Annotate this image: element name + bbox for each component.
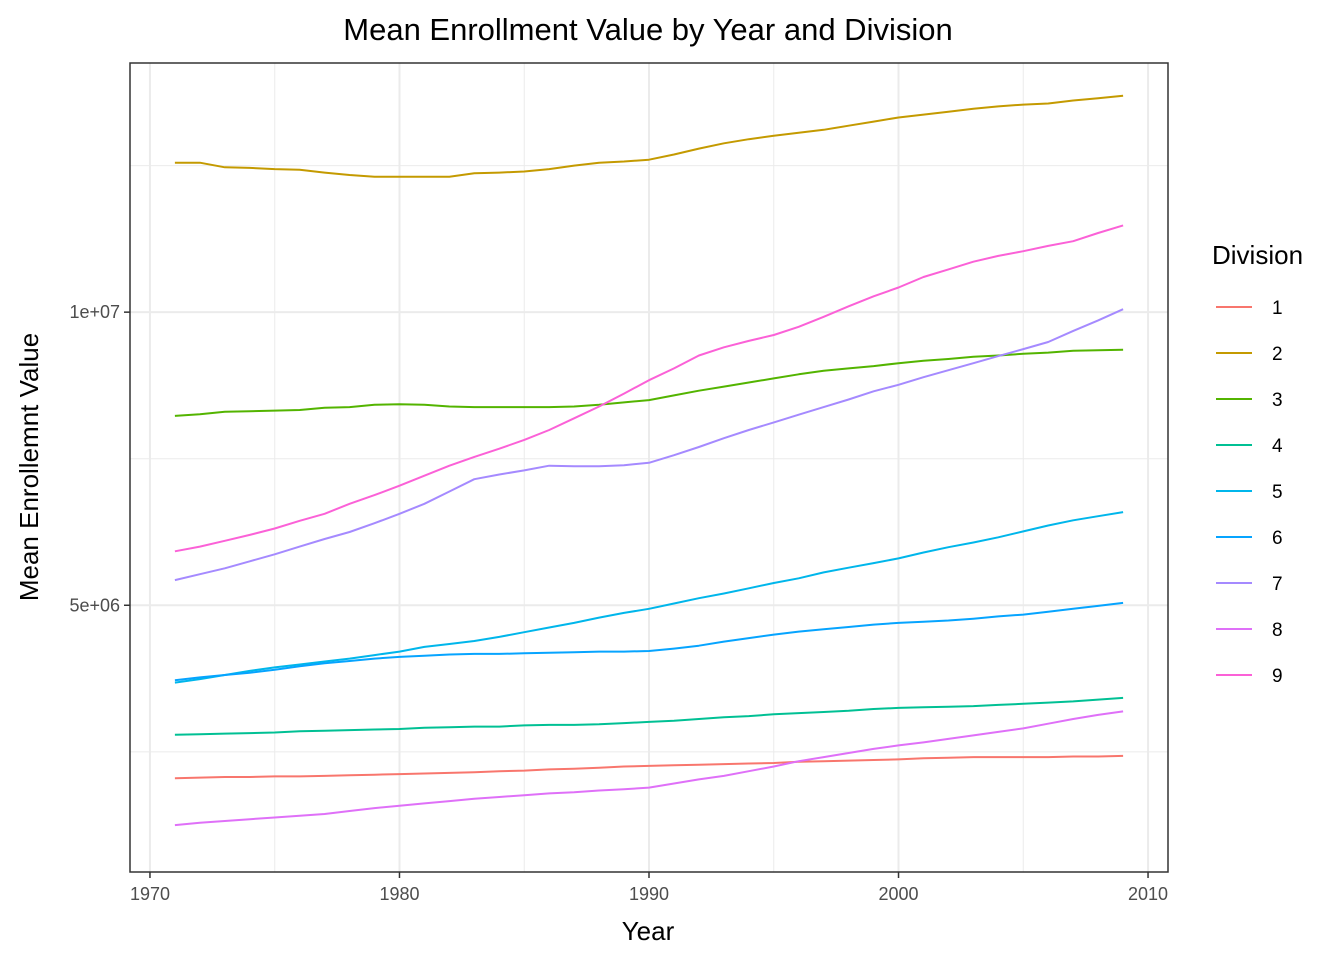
legend-label: 9 [1272,666,1283,687]
legend-item-division-8: 8 [1216,620,1283,641]
chart-title: Mean Enrollment Value by Year and Divisi… [343,12,952,47]
legend-item-division-5: 5 [1216,482,1283,503]
x-axis: 1970 1980 1990 2000 2010 [130,872,1168,904]
x-tick-label: 1980 [379,884,419,904]
legend-title: Division [1212,240,1303,270]
x-axis-title: Year [622,916,675,946]
legend-item-division-1: 1 [1216,298,1283,319]
x-tick-label: 1990 [629,884,669,904]
series-line-division-8 [174,710,1124,827]
x-tick-label: 2010 [1128,884,1168,904]
series-line-division-2 [174,94,1124,178]
x-tick-label: 2000 [878,884,918,904]
legend-item-division-3: 3 [1216,390,1283,411]
legend-label: 5 [1272,482,1283,503]
series-lines [174,94,1124,827]
legend-items: 1 2 3 4 5 6 7 8 9 [1216,298,1283,687]
series-line-division-6 [174,601,1124,682]
legend-label: 1 [1272,298,1283,319]
series-line-division-5 [174,511,1124,684]
y-axis: 5e+06 1e+07 [69,302,130,615]
major-gridlines [130,63,1168,872]
legend-item-division-4: 4 [1216,436,1283,457]
legend-label: 4 [1272,436,1283,457]
series-line-division-1 [174,754,1124,780]
legend-label: 3 [1272,390,1283,411]
y-axis-title: Mean Enrollemnt Value [14,333,44,601]
series-line-division-3 [174,348,1124,417]
legend-label: 2 [1272,344,1283,365]
legend-item-division-6: 6 [1216,528,1283,549]
y-tick-label: 5e+06 [69,595,120,615]
legend-label: 7 [1272,574,1283,595]
series-line-division-4 [174,696,1124,736]
plot-panel [129,62,1169,873]
y-tick-label: 1e+07 [69,302,120,322]
series-line-division-9 [174,224,1124,553]
legend-item-division-7: 7 [1216,574,1283,595]
legend: Division 1 2 3 4 5 6 7 8 9 [1212,240,1303,687]
x-tick-label: 1970 [130,884,170,904]
legend-item-division-9: 9 [1216,666,1283,687]
series-line-division-7 [174,308,1124,582]
legend-label: 6 [1272,528,1283,549]
legend-label: 8 [1272,620,1283,641]
legend-item-division-2: 2 [1216,344,1283,365]
